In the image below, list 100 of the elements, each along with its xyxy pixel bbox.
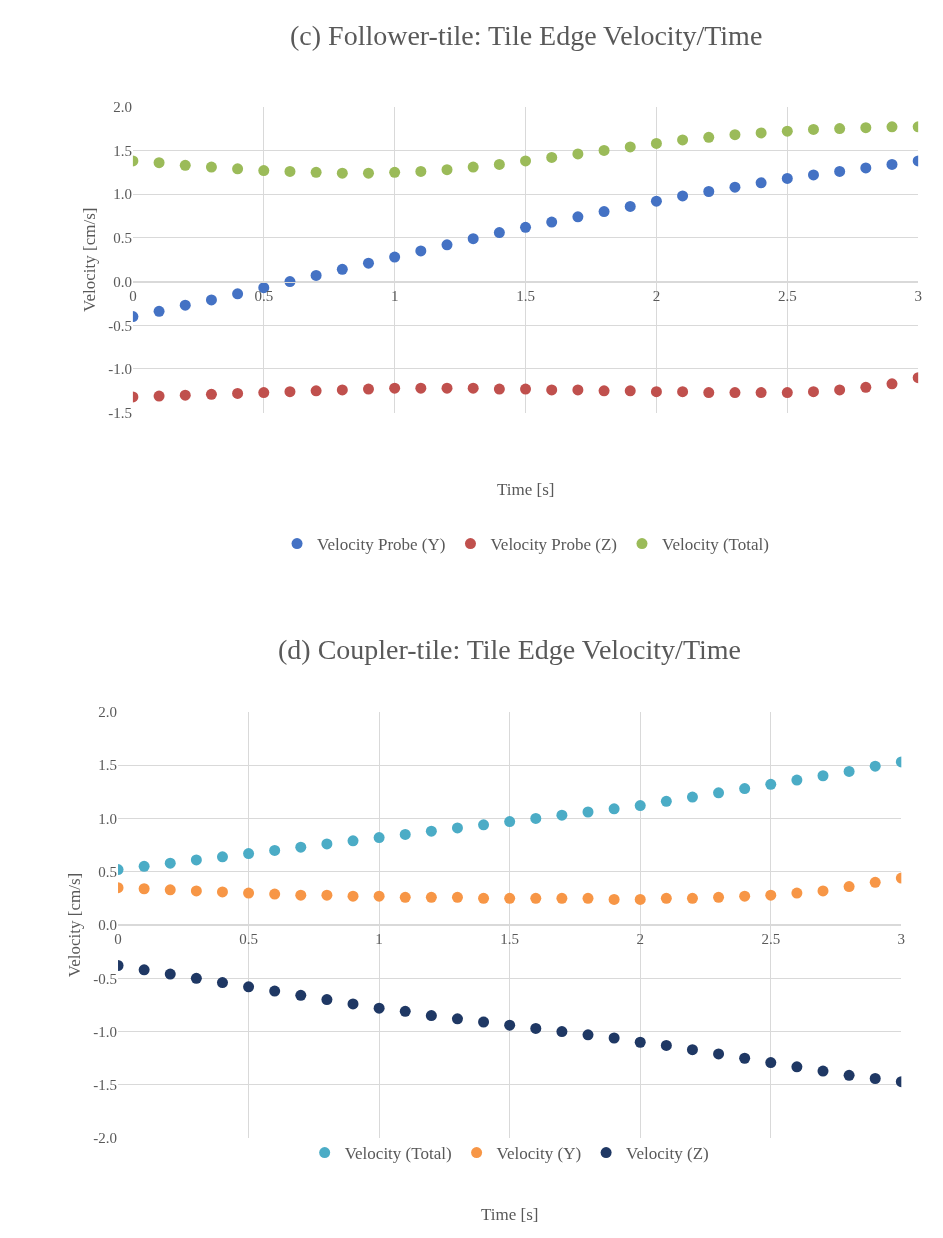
point <box>624 200 636 212</box>
point <box>739 1052 751 1064</box>
point <box>399 828 411 840</box>
point <box>205 294 217 306</box>
x-tick-label: 1 <box>375 930 383 947</box>
legend-label: Velocity (Total) <box>661 535 769 555</box>
point <box>624 141 636 153</box>
point <box>634 893 646 905</box>
point <box>546 151 558 163</box>
point <box>425 891 437 903</box>
point <box>284 386 296 398</box>
legend-label: Velocity (Total) <box>344 1144 452 1164</box>
chart-title: (d) Coupler-tile: Tile Edge Velocity/Time <box>278 634 741 665</box>
point <box>164 884 176 896</box>
x-tick-label: 2.5 <box>777 287 797 304</box>
point <box>321 889 333 901</box>
point <box>258 165 270 177</box>
point <box>153 390 165 402</box>
point <box>634 800 646 812</box>
point <box>807 123 819 135</box>
point <box>310 385 322 397</box>
point <box>520 155 532 167</box>
point <box>504 892 516 904</box>
point <box>362 383 374 395</box>
point <box>703 186 715 197</box>
point <box>791 774 803 786</box>
point <box>886 158 898 170</box>
point <box>807 386 819 398</box>
point <box>598 206 610 218</box>
point <box>807 169 819 181</box>
x-tick-label: 2.5 <box>761 930 781 947</box>
point <box>284 165 296 177</box>
y-tick-label: 1.0 <box>98 810 118 827</box>
point <box>582 1029 594 1041</box>
x-axis-title: Time [s] <box>497 480 555 499</box>
point <box>598 385 610 397</box>
point <box>834 165 846 177</box>
y-tick-label: 0.0 <box>113 273 132 290</box>
point <box>441 382 453 394</box>
point <box>755 387 767 399</box>
x-tick-label: 0.5 <box>239 930 258 947</box>
y-tick-label: -1.0 <box>108 361 132 378</box>
point <box>478 892 490 904</box>
y-axis-title: Velocity [cm/s] <box>64 872 84 978</box>
point <box>269 985 281 997</box>
point <box>310 166 322 178</box>
y-tick-label: -1.5 <box>108 404 132 421</box>
point <box>869 760 881 772</box>
point <box>389 251 401 263</box>
point <box>860 122 872 134</box>
point <box>843 1069 855 1081</box>
point <box>373 890 385 902</box>
point <box>572 211 584 223</box>
point <box>295 889 307 901</box>
point <box>415 165 427 177</box>
point <box>860 381 872 393</box>
point <box>677 386 689 398</box>
y-tick-label: -0.5 <box>93 970 118 987</box>
point <box>660 1039 672 1051</box>
point <box>467 161 479 173</box>
point <box>869 876 881 888</box>
point <box>478 1016 490 1028</box>
point <box>336 384 348 396</box>
point <box>399 1005 411 1017</box>
point <box>817 885 829 897</box>
point <box>739 890 751 902</box>
point <box>608 803 620 815</box>
point <box>216 977 228 989</box>
point <box>520 221 532 233</box>
point <box>243 981 255 993</box>
point <box>703 131 715 143</box>
point <box>729 129 741 141</box>
y-tick-label: -1.0 <box>93 1023 118 1040</box>
point <box>179 159 191 171</box>
y-tick-label: 2.0 <box>113 98 132 115</box>
point <box>415 245 427 257</box>
x-tick-label: 3 <box>897 930 906 947</box>
point <box>493 158 505 170</box>
point <box>572 148 584 160</box>
point <box>216 886 228 898</box>
point <box>205 388 217 400</box>
point <box>138 883 150 895</box>
point <box>138 964 150 976</box>
point <box>608 1032 620 1044</box>
point <box>362 167 374 179</box>
point <box>834 384 846 396</box>
point <box>243 848 255 860</box>
point <box>556 809 568 821</box>
point <box>572 384 584 396</box>
y-tick-label: 1.5 <box>113 142 132 159</box>
point <box>765 1057 777 1069</box>
point <box>138 860 150 872</box>
point <box>843 881 855 893</box>
point <box>269 844 281 856</box>
point <box>765 889 777 901</box>
point <box>347 835 359 847</box>
point <box>886 378 898 390</box>
point <box>703 387 715 399</box>
point <box>869 1073 881 1084</box>
point <box>373 832 385 844</box>
